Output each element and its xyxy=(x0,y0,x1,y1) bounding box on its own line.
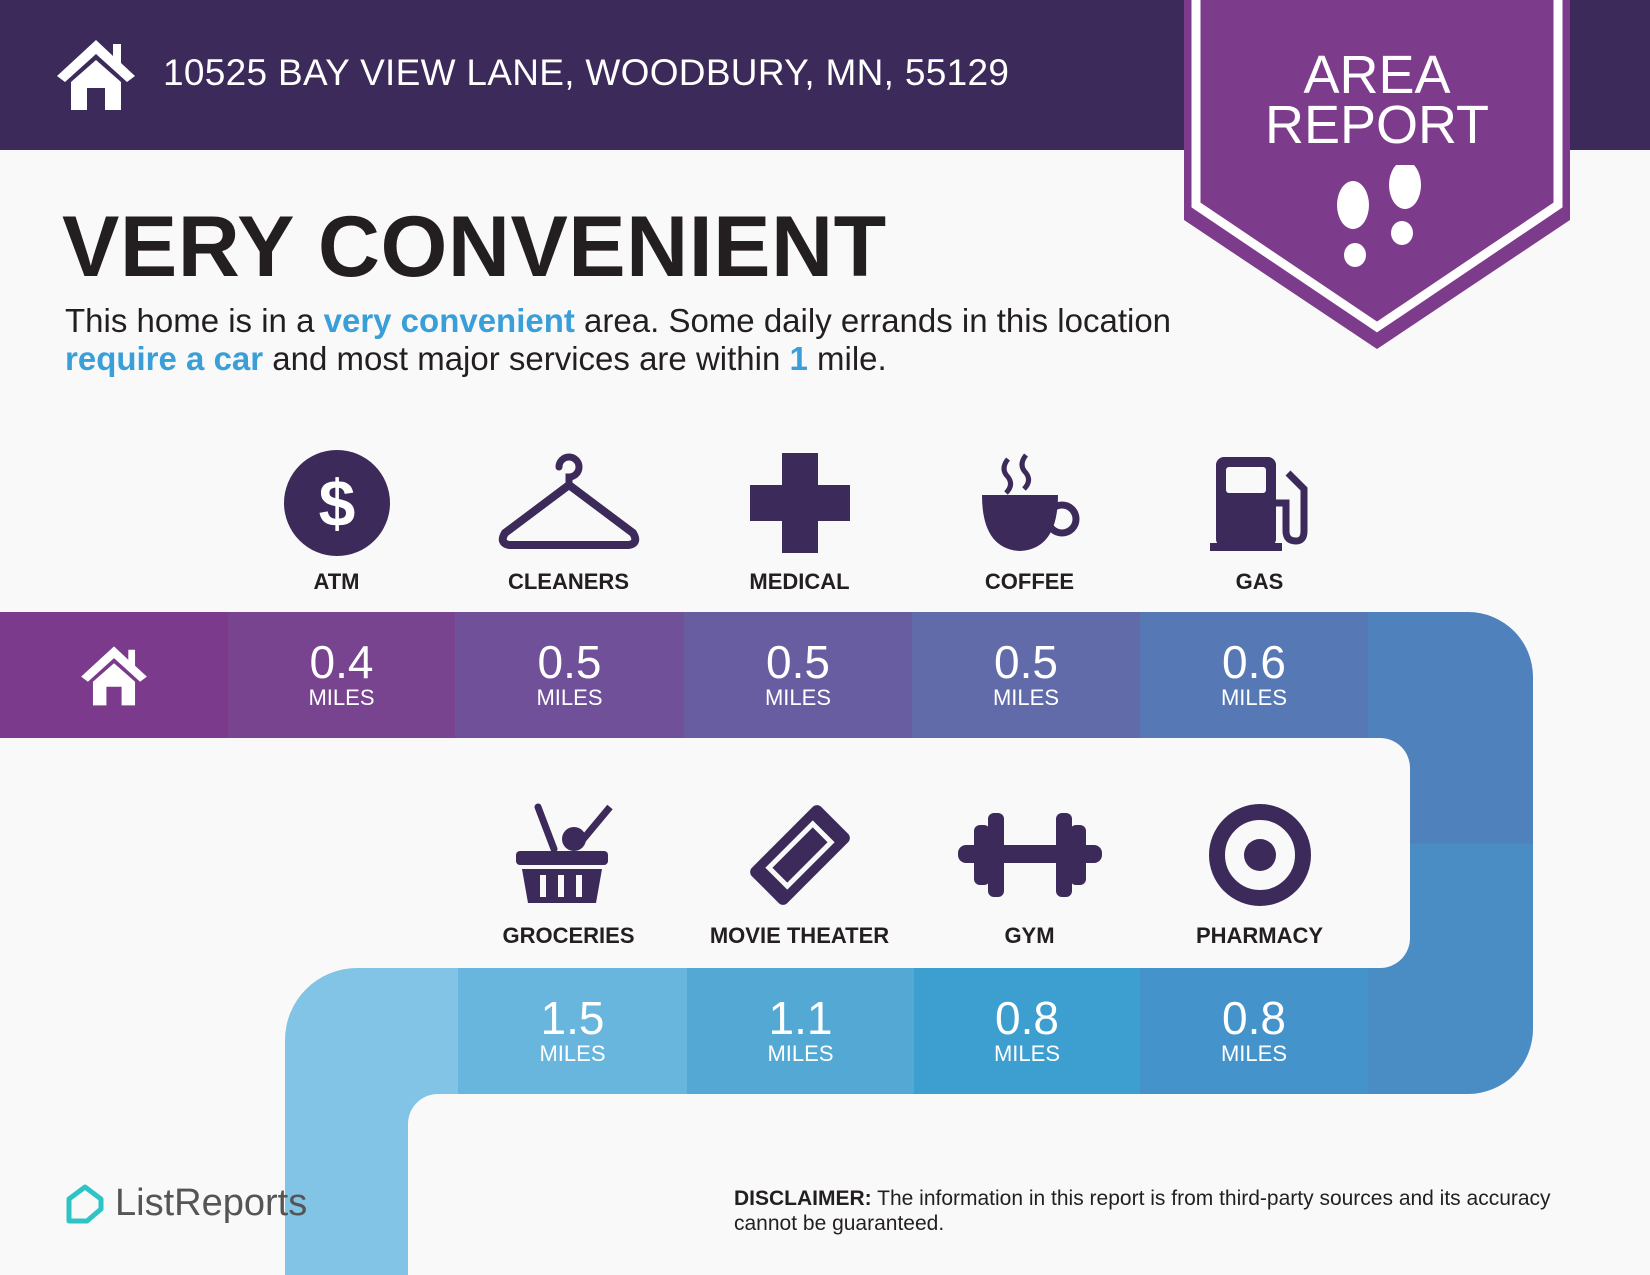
label-movie-theater: MOVIE THEATER xyxy=(709,923,890,948)
grocery-basket-icon xyxy=(494,800,644,910)
property-address: 10525 BAY VIEW LANE, WOODBURY, MN, 55129 xyxy=(163,52,1010,93)
distance-gym: 0.8 MILES xyxy=(914,968,1140,1094)
badge-title: AREA REPORT xyxy=(1184,45,1570,155)
distance-pharmacy: 0.8 MILES xyxy=(1140,968,1368,1094)
label-medical: MEDICAL xyxy=(749,569,850,594)
logo-icon xyxy=(66,1184,104,1223)
label-gym: GYM xyxy=(1004,923,1055,948)
home-cell xyxy=(0,612,228,738)
badge-line-1: AREA xyxy=(1303,45,1451,105)
label-atm: ATM xyxy=(313,569,360,594)
ticket-icon xyxy=(725,800,875,910)
distance-medical: 0.5 MILES xyxy=(684,612,912,738)
dumbbell-icon xyxy=(955,800,1105,910)
house-icon xyxy=(57,40,135,110)
area-report-badge xyxy=(1184,0,1570,349)
label-coffee: COFFEE xyxy=(984,569,1075,594)
disclaimer: DISCLAIMER: The information in this repo… xyxy=(734,1187,1551,1235)
distance-cleaners: 0.5 MILES xyxy=(455,612,684,738)
route-curve-left xyxy=(285,968,458,1275)
footprints-icon xyxy=(1337,165,1421,267)
distance-movie-theater: 1.1 MILES xyxy=(687,968,914,1094)
label-gas: GAS xyxy=(1235,569,1284,594)
summary-text: This home is in a very convenient area. … xyxy=(65,302,1172,377)
hanger-icon xyxy=(494,448,644,558)
badge-line-2: REPORT xyxy=(1264,95,1490,155)
label-pharmacy: PHARMACY xyxy=(1195,923,1324,948)
coffee-cup-icon xyxy=(955,448,1105,558)
logo-text: ListReports xyxy=(115,1182,308,1224)
dollar-icon: $ xyxy=(262,448,412,558)
medical-cross-icon xyxy=(725,448,875,558)
page-title: VERY CONVENIENT xyxy=(62,199,887,295)
target-icon xyxy=(1185,800,1335,910)
listreports-logo: ListReports xyxy=(65,1182,307,1225)
svg-text:$: $ xyxy=(319,466,356,540)
house-icon xyxy=(81,646,147,706)
route-curve-right xyxy=(1368,612,1533,1094)
distance-groceries: 1.5 MILES xyxy=(458,968,687,1094)
distance-atm: 0.4 MILES xyxy=(228,612,455,738)
distance-coffee: 0.5 MILES xyxy=(912,612,1140,738)
label-groceries: GROCERIES xyxy=(502,923,635,948)
gas-pump-icon xyxy=(1185,448,1335,558)
label-cleaners: CLEANERS xyxy=(507,569,629,594)
distance-gas: 0.6 MILES xyxy=(1140,612,1368,738)
